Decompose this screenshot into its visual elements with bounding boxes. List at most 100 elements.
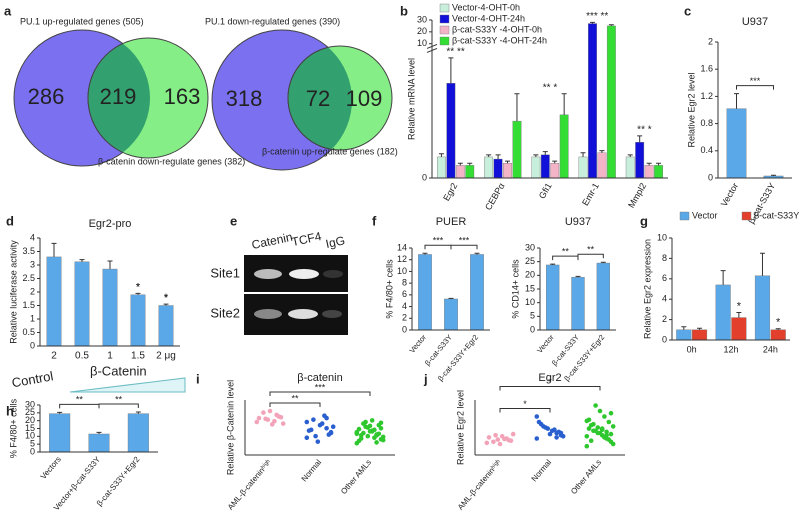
data-point	[534, 414, 540, 419]
significance-label: *	[548, 377, 552, 387]
error-bar	[107, 260, 113, 270]
significance-label: *	[523, 399, 527, 409]
error-bar	[637, 135, 643, 143]
data-point	[597, 430, 603, 436]
data-point	[304, 435, 310, 441]
y-tick-label: 5	[530, 311, 535, 321]
y-tick-label: 6	[402, 289, 407, 299]
bar	[715, 284, 731, 341]
significance-label: *	[136, 281, 141, 293]
x-tick-label: Egr2	[441, 181, 459, 202]
significance-label: ***	[750, 76, 761, 86]
chart-title: PUER	[436, 216, 467, 228]
data-point	[324, 425, 329, 431]
y-axis-label: Relative luciferase activity	[8, 240, 18, 344]
panel-letter: g	[640, 213, 648, 228]
y-tick-label: 0	[30, 446, 35, 456]
error-bar	[57, 411, 63, 414]
chart-title: Egr2	[538, 372, 561, 384]
data-point	[502, 436, 507, 442]
y-tick-label: 0	[422, 172, 427, 182]
significance-label: ***	[315, 382, 326, 392]
error-bar	[575, 275, 581, 278]
legend-swatch	[439, 3, 450, 13]
y-tick-label: 10	[397, 266, 407, 276]
significance-bracket	[59, 403, 100, 409]
data-point	[254, 419, 260, 425]
chart-title: β-catenin	[297, 372, 342, 384]
panel-letter: a	[4, 3, 12, 18]
venn: PU.1 up-regulated genes (505) β-catenin …	[13, 16, 245, 167]
bar	[158, 305, 174, 347]
legend-label: Vector-4-OHT-0h	[452, 2, 520, 12]
bar	[418, 254, 432, 331]
bar	[455, 165, 465, 179]
error-bar	[550, 263, 556, 265]
y-tick-label: 0	[708, 172, 713, 182]
bar	[503, 163, 512, 179]
error-bar	[135, 411, 141, 414]
bar	[676, 329, 692, 341]
y-tick-label: 5	[30, 439, 35, 449]
y-tick-label: 0	[662, 334, 667, 344]
x-tick-label: Vector	[719, 181, 740, 208]
y-tick-label: 15	[25, 423, 35, 433]
y-tick-label: 2	[30, 286, 35, 296]
x-tick-label: 1.5	[131, 351, 145, 362]
y-tick-label: 2	[662, 314, 667, 324]
bar	[644, 165, 654, 179]
significance-bracket	[499, 408, 551, 413]
venn-label: PU.1 up-regulated genes (505)	[20, 16, 144, 26]
bar	[127, 413, 149, 453]
gel-band	[254, 269, 282, 279]
data-point	[363, 424, 368, 430]
data-point	[367, 423, 373, 429]
error-bar	[486, 154, 492, 157]
x-tick-label: Vector	[535, 332, 556, 354]
data-point	[491, 439, 496, 445]
bar	[654, 165, 663, 179]
error-bar	[561, 93, 567, 115]
x-tick-label: Mmpl2	[626, 181, 648, 209]
data-point	[554, 435, 559, 440]
data-point	[604, 429, 609, 435]
bar	[625, 156, 635, 179]
significance-label: **	[76, 395, 84, 405]
significance-label: ** *	[543, 82, 558, 93]
data-point	[311, 417, 316, 422]
y-tick-label: 1.6	[700, 64, 713, 74]
bar	[446, 82, 456, 179]
error-bar	[542, 151, 548, 155]
y-tick-label: 2.5	[22, 273, 35, 283]
significance-label: *	[164, 293, 168, 304]
error-bar	[552, 160, 558, 164]
error-bar	[96, 431, 102, 434]
error-bar	[135, 292, 141, 295]
y-tick-label: 8	[402, 278, 407, 288]
bar	[437, 156, 446, 179]
significance-label: **	[291, 393, 299, 403]
panel-letter: e	[230, 213, 237, 228]
y-tick-label: 0	[402, 324, 407, 334]
bar	[606, 25, 616, 179]
data-point	[380, 434, 386, 440]
y-tick-label: 20	[525, 270, 535, 280]
error-bar	[697, 327, 703, 330]
significance-label: ***	[459, 236, 470, 246]
x-tick-label: 0h	[687, 344, 697, 354]
venn-count: 219	[100, 84, 137, 109]
data-point	[256, 415, 262, 421]
significance-bracket	[98, 403, 139, 409]
gel-band	[254, 309, 282, 319]
bar	[88, 433, 110, 453]
data-point	[280, 421, 286, 426]
data-point	[276, 414, 282, 419]
data-point	[328, 429, 334, 435]
error-bar	[627, 154, 633, 157]
legend-label: β-cat-S33Y -4-OHT-24h	[452, 35, 547, 45]
data-point	[484, 440, 490, 446]
y-axis-label: Relative Egr2 level	[455, 390, 465, 465]
gel-band	[289, 269, 319, 279]
data-point	[365, 433, 371, 439]
error-bar	[533, 154, 539, 157]
